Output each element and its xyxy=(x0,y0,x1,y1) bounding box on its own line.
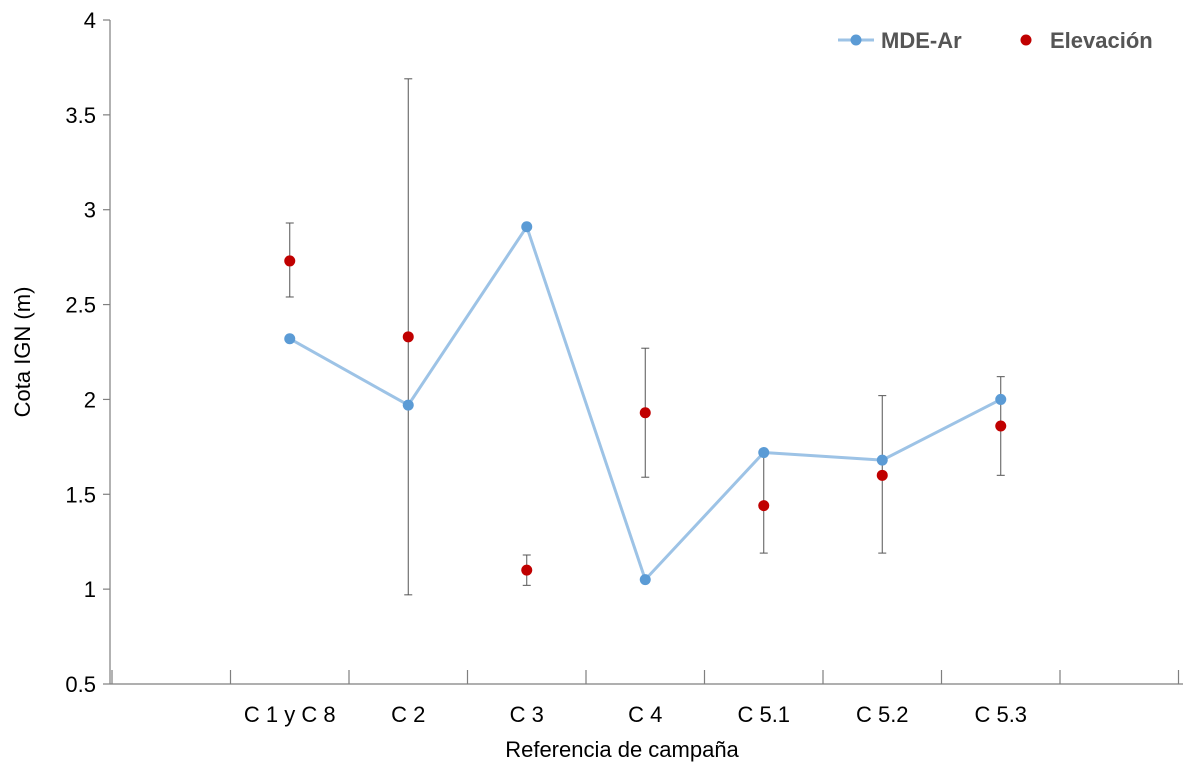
legend-marker-elevacion xyxy=(1020,34,1032,46)
legend: MDE-Ar Elevación xyxy=(838,28,1153,53)
point-mde-ar xyxy=(402,399,414,411)
y-tick-label: 4 xyxy=(84,8,96,33)
y-tick-label: 2 xyxy=(84,387,96,412)
y-tick-label: 3 xyxy=(84,198,96,223)
y-tick-label: 1.5 xyxy=(65,482,96,507)
x-tick-label: C 5.2 xyxy=(856,702,909,727)
axes: 0.5 1 1.5 2 2.5 3 3.5 4 C 1 y C 8 C 2 C 3 C 4 C 5.1 C… xyxy=(65,8,1183,727)
legend-item-elevacion: Elevación xyxy=(1020,28,1153,53)
x-axis-title: Referencia de campaña xyxy=(505,737,739,762)
x-tick-label: C 1 y C 8 xyxy=(244,702,336,727)
x-tick-label: C 4 xyxy=(628,702,662,727)
y-axis-title: Cota IGN (m) xyxy=(10,287,35,418)
point-elevacion xyxy=(876,469,888,481)
point-elevacion xyxy=(639,407,651,419)
point-mde-ar xyxy=(284,333,296,345)
legend-item-mde-ar: MDE-Ar xyxy=(838,28,962,53)
point-mde-ar xyxy=(758,447,770,459)
legend-marker-mde-ar xyxy=(850,34,862,46)
point-elevacion xyxy=(758,500,770,512)
x-tick-label: C 3 xyxy=(510,702,544,727)
legend-label-mde-ar: MDE-Ar xyxy=(881,28,962,53)
x-tick-label: C 5.3 xyxy=(974,702,1027,727)
y-tick-label: 0.5 xyxy=(65,672,96,697)
point-mde-ar xyxy=(639,574,651,586)
series xyxy=(284,221,1007,586)
x-tick-label: C 5.1 xyxy=(737,702,790,727)
point-elevacion xyxy=(521,564,533,576)
point-elevacion xyxy=(284,255,296,267)
point-mde-ar xyxy=(995,393,1007,405)
legend-label-elevacion: Elevación xyxy=(1050,28,1153,53)
y-tick-label: 1 xyxy=(84,577,96,602)
point-elevacion xyxy=(402,331,414,343)
point-mde-ar xyxy=(876,454,888,466)
error-bars xyxy=(285,78,1005,596)
point-mde-ar xyxy=(521,221,533,233)
x-tick-label: C 2 xyxy=(391,702,425,727)
point-elevacion xyxy=(995,420,1007,432)
y-tick-label: 3.5 xyxy=(65,103,96,128)
y-tick-label: 2.5 xyxy=(65,293,96,318)
